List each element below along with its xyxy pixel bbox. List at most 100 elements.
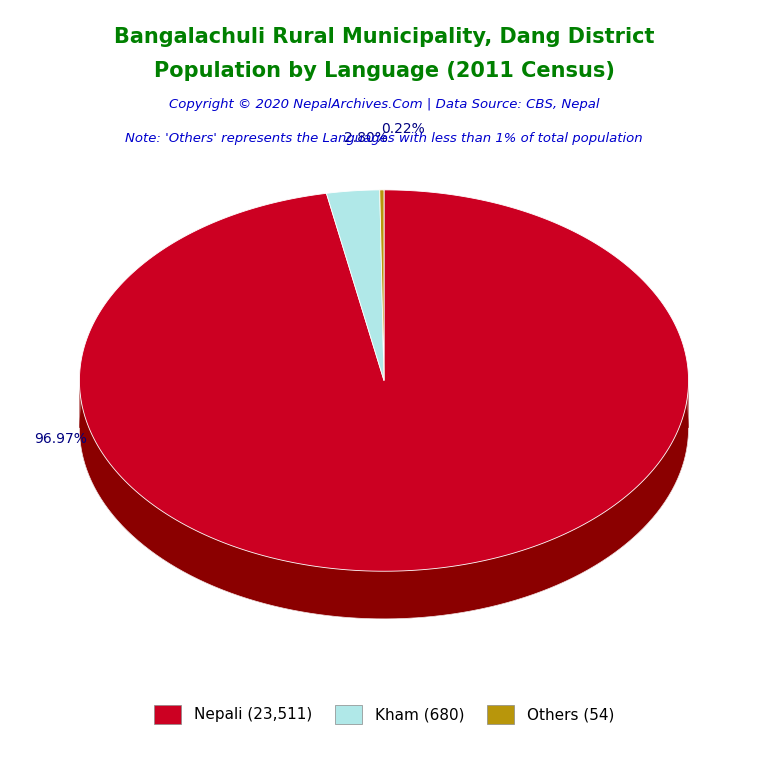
Polygon shape (79, 190, 689, 571)
Polygon shape (422, 569, 429, 617)
Polygon shape (108, 461, 111, 511)
Polygon shape (326, 237, 384, 429)
Polygon shape (560, 534, 564, 584)
Polygon shape (641, 480, 644, 531)
Polygon shape (398, 571, 404, 619)
Polygon shape (511, 552, 517, 601)
Polygon shape (539, 543, 544, 592)
Text: Population by Language (2011 Census): Population by Language (2011 Census) (154, 61, 614, 81)
Text: Copyright © 2020 NepalArchives.Com | Data Source: CBS, Nepal: Copyright © 2020 NepalArchives.Com | Dat… (169, 98, 599, 111)
Text: 2.80%: 2.80% (344, 131, 388, 144)
Polygon shape (528, 547, 534, 596)
Polygon shape (122, 478, 125, 528)
Polygon shape (128, 485, 132, 535)
Polygon shape (139, 494, 143, 545)
Polygon shape (634, 486, 637, 538)
Polygon shape (276, 559, 282, 607)
Polygon shape (205, 535, 210, 584)
Polygon shape (348, 570, 354, 618)
Polygon shape (159, 509, 163, 559)
Polygon shape (391, 571, 398, 619)
Polygon shape (579, 525, 584, 574)
Polygon shape (116, 471, 119, 522)
Polygon shape (574, 527, 579, 577)
Polygon shape (342, 569, 348, 617)
Polygon shape (167, 515, 172, 565)
Polygon shape (282, 560, 287, 609)
Polygon shape (89, 428, 91, 479)
Polygon shape (500, 555, 505, 604)
Polygon shape (379, 571, 385, 619)
Polygon shape (242, 549, 247, 598)
Polygon shape (98, 446, 101, 498)
Polygon shape (326, 190, 384, 381)
Polygon shape (311, 566, 317, 614)
Polygon shape (494, 557, 500, 606)
Polygon shape (488, 558, 494, 607)
Polygon shape (83, 409, 84, 460)
Polygon shape (147, 500, 151, 551)
Polygon shape (653, 466, 656, 518)
Polygon shape (323, 568, 329, 616)
Polygon shape (360, 571, 366, 618)
Polygon shape (287, 561, 293, 611)
Polygon shape (200, 532, 205, 582)
Polygon shape (482, 560, 488, 609)
Polygon shape (416, 570, 422, 617)
Polygon shape (598, 514, 602, 564)
Polygon shape (619, 499, 623, 550)
Polygon shape (544, 541, 549, 591)
Polygon shape (517, 551, 522, 600)
Polygon shape (317, 567, 323, 615)
Polygon shape (677, 430, 678, 482)
Polygon shape (220, 541, 226, 591)
Polygon shape (366, 571, 372, 619)
Polygon shape (602, 511, 607, 561)
Polygon shape (379, 190, 384, 381)
Polygon shape (84, 416, 86, 468)
Polygon shape (94, 439, 96, 490)
Polygon shape (86, 420, 88, 472)
Polygon shape (650, 470, 653, 521)
Polygon shape (372, 571, 379, 619)
Polygon shape (684, 407, 686, 458)
Polygon shape (564, 531, 570, 581)
Text: 96.97%: 96.97% (35, 432, 88, 445)
Polygon shape (589, 519, 593, 569)
Polygon shape (465, 564, 471, 612)
Polygon shape (627, 493, 630, 544)
Polygon shape (329, 568, 336, 617)
Polygon shape (554, 536, 560, 586)
Polygon shape (593, 516, 598, 567)
Polygon shape (270, 558, 276, 607)
Polygon shape (656, 463, 659, 514)
Text: Note: 'Others' represents the Languages with less than 1% of total population: Note: 'Others' represents the Languages … (125, 132, 643, 145)
Polygon shape (259, 554, 264, 604)
Polygon shape (623, 496, 627, 547)
Polygon shape (471, 562, 477, 611)
Polygon shape (96, 442, 98, 494)
Polygon shape (180, 522, 186, 573)
Polygon shape (132, 488, 135, 538)
Text: Bangalachuli Rural Municipality, Dang District: Bangalachuli Rural Municipality, Dang Di… (114, 27, 654, 47)
Polygon shape (682, 415, 684, 466)
Polygon shape (79, 237, 689, 619)
Polygon shape (647, 473, 650, 525)
Polygon shape (630, 490, 634, 541)
Polygon shape (477, 561, 482, 610)
Polygon shape (226, 544, 231, 593)
Polygon shape (135, 491, 139, 541)
Polygon shape (247, 551, 253, 601)
Polygon shape (452, 565, 458, 614)
Polygon shape (661, 456, 664, 507)
Polygon shape (336, 569, 342, 617)
Polygon shape (659, 459, 661, 511)
Polygon shape (681, 419, 682, 470)
Polygon shape (549, 538, 554, 588)
Polygon shape (186, 525, 190, 575)
Polygon shape (105, 457, 108, 508)
Polygon shape (644, 477, 647, 528)
Polygon shape (177, 520, 180, 571)
Polygon shape (88, 424, 89, 475)
Polygon shape (429, 568, 435, 617)
